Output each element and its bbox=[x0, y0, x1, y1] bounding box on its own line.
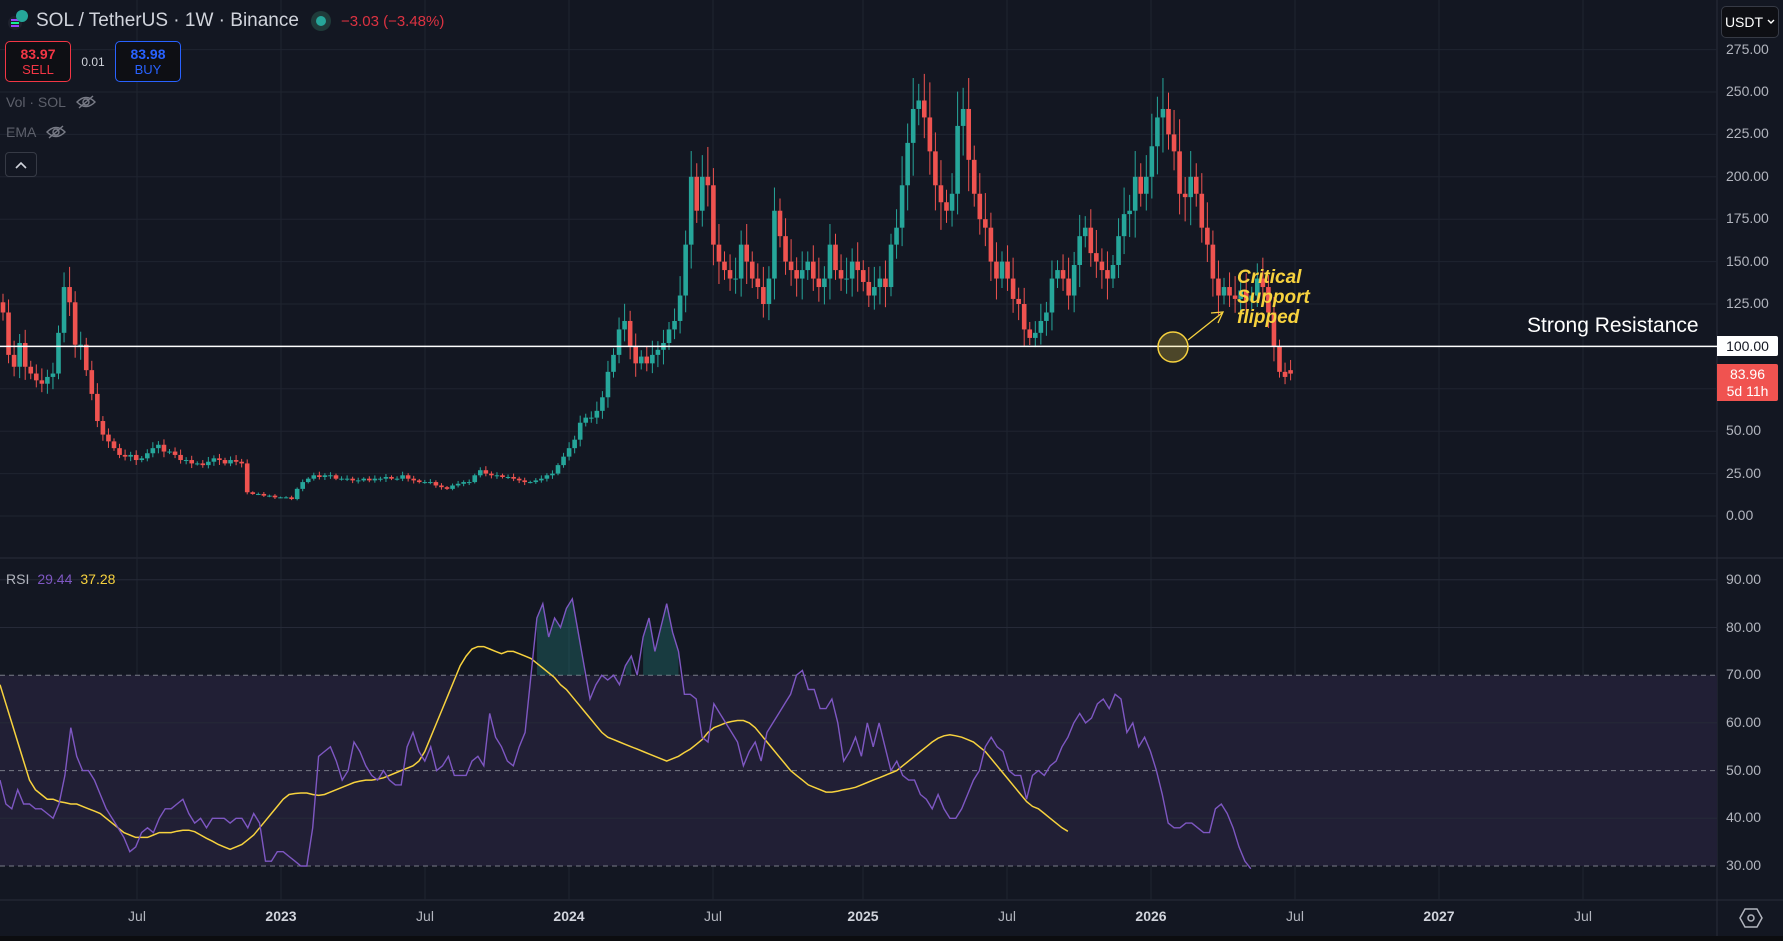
trade-panel: 83.97 SELL 0.01 83.98 BUY bbox=[5, 41, 181, 82]
time-tick: 2026 bbox=[1135, 908, 1167, 924]
time-tick: Jul bbox=[1574, 908, 1592, 924]
price-change: −3.03 (−3.48%) bbox=[340, 12, 445, 30]
time-tick: Jul bbox=[704, 908, 722, 924]
time-tick: Jul bbox=[1286, 908, 1304, 924]
collapse-legend-button[interactable] bbox=[5, 152, 37, 177]
rsi-tick: 90.00 bbox=[1726, 570, 1762, 587]
time-tick: Jul bbox=[128, 908, 146, 924]
symbol-title[interactable]: SOL / TetherUS · 1W · Binance bbox=[36, 10, 299, 31]
spread-value: 0.01 bbox=[81, 54, 105, 69]
resistance-label: Strong Resistance bbox=[1527, 314, 1699, 337]
time-tick: 2025 bbox=[847, 908, 879, 924]
sell-price: 83.97 bbox=[20, 45, 56, 62]
last-price-tag: 83.96 5d 11h bbox=[1717, 364, 1778, 401]
ema-indicator-legend[interactable]: EMA bbox=[6, 124, 67, 140]
price-tick: 150.00 bbox=[1726, 252, 1769, 269]
last-price: 83.96 bbox=[1729, 365, 1766, 382]
horizontal-line-price-tag: 100.00 bbox=[1717, 336, 1778, 356]
volume-indicator-legend[interactable]: Vol · SOL bbox=[6, 94, 96, 110]
buy-label: BUY bbox=[134, 61, 162, 77]
time-tick: 2027 bbox=[1423, 908, 1455, 924]
rsi-value: 29.44 bbox=[37, 571, 73, 587]
rsi-tick: 60.00 bbox=[1726, 713, 1762, 730]
rsi-tick: 40.00 bbox=[1726, 809, 1762, 826]
bar-countdown: 5d 11h bbox=[1726, 382, 1769, 399]
volume-label: Vol · SOL bbox=[6, 94, 66, 110]
price-tick: 125.00 bbox=[1726, 295, 1769, 311]
support-annotation[interactable]: Critical Support flipped bbox=[1237, 267, 1310, 328]
rsi-tick: 70.00 bbox=[1726, 666, 1762, 683]
eye-hidden-icon[interactable] bbox=[75, 95, 96, 109]
settings-icon bbox=[1739, 908, 1763, 928]
sell-label: SELL bbox=[22, 61, 54, 77]
symbol-legend[interactable]: SOL / TetherUS · 1W · Binance −3.03 (−3.… bbox=[8, 10, 444, 32]
currency-label: USDT bbox=[1724, 14, 1764, 30]
sol-logo-icon bbox=[8, 10, 30, 32]
rsi-legend[interactable]: RSI 29.44 37.28 bbox=[6, 571, 115, 587]
time-tick: Jul bbox=[416, 908, 434, 924]
price-tick: 250.00 bbox=[1726, 83, 1769, 99]
rsi-tick: 30.00 bbox=[1726, 857, 1762, 873]
currency-selector[interactable]: USDT bbox=[1721, 6, 1779, 38]
buy-button[interactable]: 83.98 BUY bbox=[115, 41, 181, 82]
price-tick: 225.00 bbox=[1726, 125, 1769, 142]
price-tick: 175.00 bbox=[1726, 210, 1769, 227]
market-status-icon[interactable] bbox=[310, 11, 331, 31]
chart-settings-button[interactable] bbox=[1738, 905, 1764, 931]
price-tick: 50.00 bbox=[1726, 422, 1762, 439]
time-tick: 2023 bbox=[265, 908, 297, 924]
time-tick: Jul bbox=[998, 908, 1016, 924]
rsi-tick: 50.00 bbox=[1726, 761, 1762, 778]
rsi-label: RSI bbox=[6, 571, 30, 587]
price-tick: 25.00 bbox=[1726, 464, 1762, 481]
ema-label: EMA bbox=[6, 124, 37, 140]
price-tick: 275.00 bbox=[1726, 40, 1769, 57]
rsi-ma-value: 37.28 bbox=[80, 571, 116, 587]
eye-hidden-icon[interactable] bbox=[46, 125, 67, 139]
price-tick: 0.00 bbox=[1726, 507, 1754, 523]
chevron-up-icon bbox=[15, 161, 27, 169]
sell-button[interactable]: 83.97 SELL bbox=[5, 41, 71, 82]
price-tick: 200.00 bbox=[1726, 167, 1769, 184]
buy-price: 83.98 bbox=[130, 45, 166, 62]
chevron-down-icon bbox=[1767, 19, 1775, 24]
time-tick: 2024 bbox=[553, 908, 585, 924]
rsi-tick: 80.00 bbox=[1726, 618, 1762, 635]
